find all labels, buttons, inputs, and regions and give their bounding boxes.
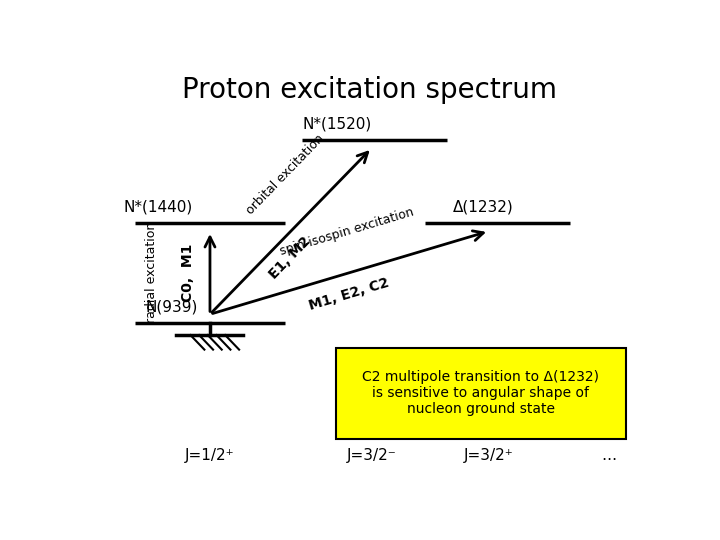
Text: spin-isospin excitation: spin-isospin excitation xyxy=(279,206,415,259)
Text: Δ(1232): Δ(1232) xyxy=(453,199,513,214)
Text: M1, E2, C2: M1, E2, C2 xyxy=(307,275,391,313)
Text: E1, M2: E1, M2 xyxy=(266,234,313,282)
FancyBboxPatch shape xyxy=(336,348,626,439)
Text: N*(1440): N*(1440) xyxy=(124,199,193,214)
Text: …: … xyxy=(601,448,616,463)
Text: J=3/2⁺: J=3/2⁺ xyxy=(464,448,514,463)
Text: orbital excitation: orbital excitation xyxy=(243,132,326,217)
Text: J=3/2⁻: J=3/2⁻ xyxy=(347,448,397,463)
Text: N*(1520): N*(1520) xyxy=(302,116,372,131)
Text: C0,  M1: C0, M1 xyxy=(181,244,194,302)
Text: radial excitation: radial excitation xyxy=(145,222,158,323)
Text: N(939): N(939) xyxy=(145,299,198,314)
Text: Proton excitation spectrum: Proton excitation spectrum xyxy=(181,76,557,104)
Text: C2 multipole transition to Δ(1232)
is sensitive to angular shape of
nucleon grou: C2 multipole transition to Δ(1232) is se… xyxy=(362,370,599,416)
Text: J=1/2⁺: J=1/2⁺ xyxy=(185,448,235,463)
